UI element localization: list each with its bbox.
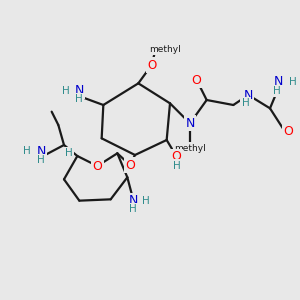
Text: methyl: methyl xyxy=(149,45,181,54)
Text: O: O xyxy=(147,58,156,71)
Text: H: H xyxy=(75,94,83,104)
Text: H: H xyxy=(38,155,45,165)
Text: O: O xyxy=(284,125,293,138)
Text: H: H xyxy=(290,77,297,87)
Text: N: N xyxy=(244,88,253,101)
Text: H: H xyxy=(273,86,280,96)
Text: N: N xyxy=(274,75,283,88)
Text: H: H xyxy=(23,146,31,156)
Text: N: N xyxy=(185,117,195,130)
Text: O: O xyxy=(172,150,182,163)
Text: N: N xyxy=(74,84,84,97)
Text: O: O xyxy=(125,158,135,172)
Text: H: H xyxy=(242,98,250,108)
Text: H: H xyxy=(65,148,73,158)
Text: N: N xyxy=(129,194,138,207)
Text: H: H xyxy=(62,86,70,96)
Text: H: H xyxy=(129,204,136,214)
Text: methyl: methyl xyxy=(174,144,206,153)
Text: N: N xyxy=(37,145,46,158)
Text: O: O xyxy=(92,160,102,172)
Text: H: H xyxy=(173,161,181,171)
Text: H: H xyxy=(142,196,149,206)
Text: O: O xyxy=(192,74,202,86)
